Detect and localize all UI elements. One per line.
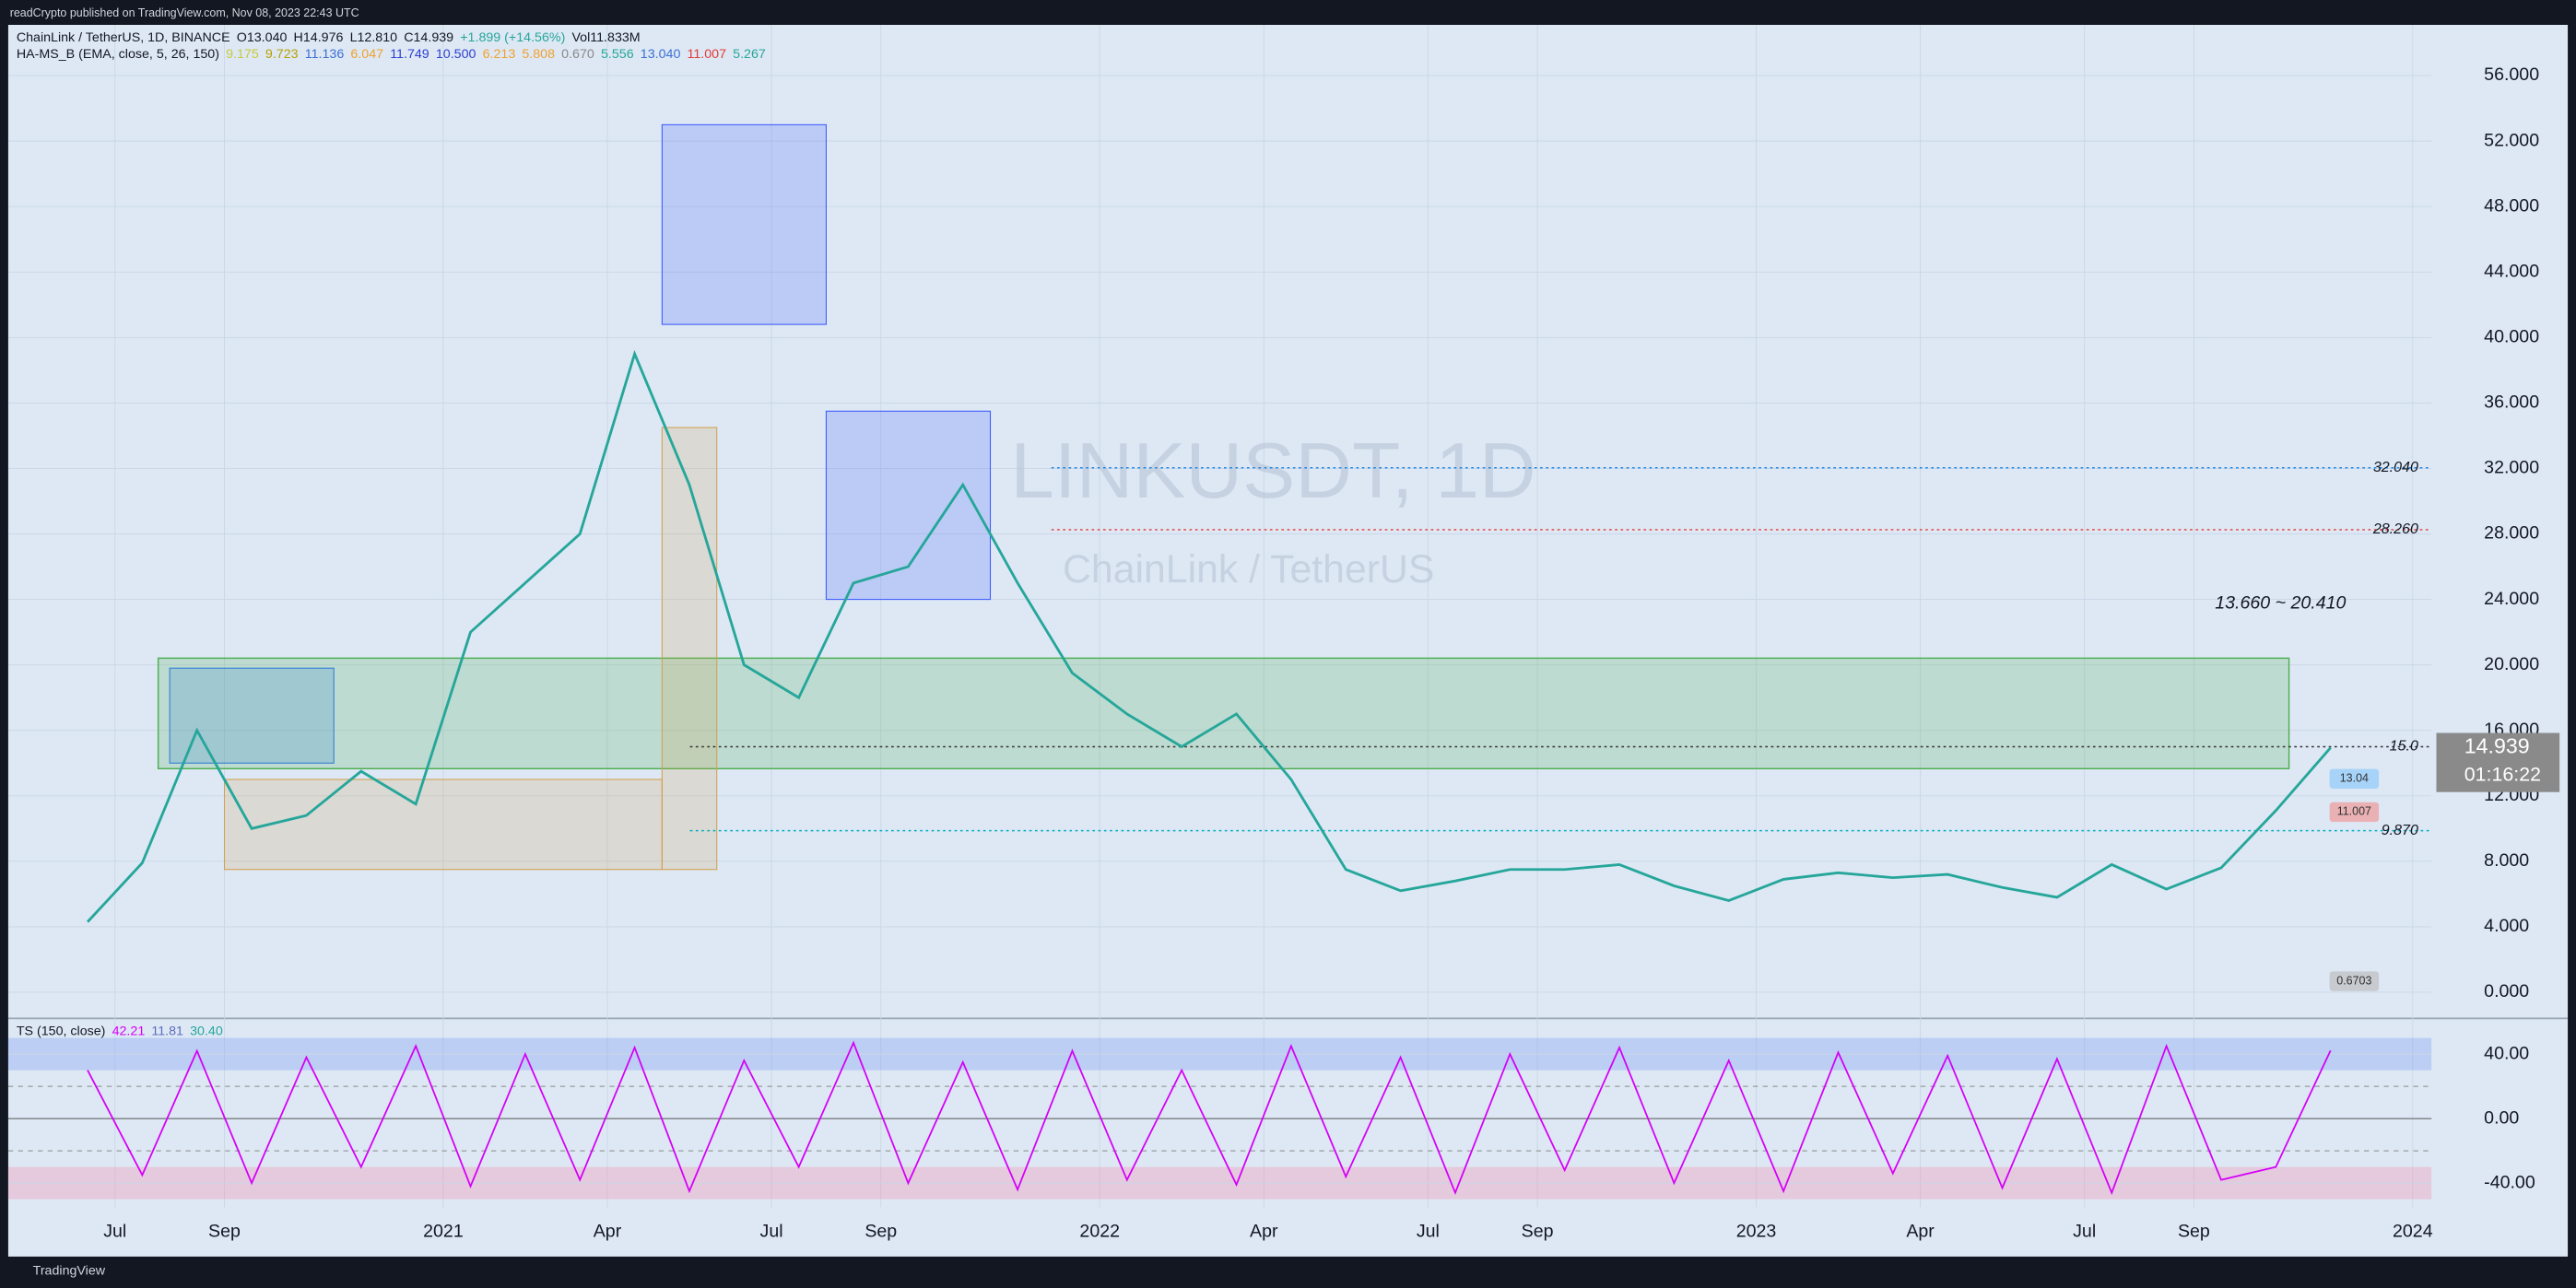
price-tag bbox=[2329, 802, 2380, 823]
price-tag bbox=[2329, 768, 2380, 790]
level-label: 15.0 bbox=[2390, 738, 2418, 755]
series-line bbox=[86, 349, 2332, 923]
y-tick-label: 28.000 bbox=[2484, 523, 2539, 544]
level-label: 9.870 bbox=[2382, 822, 2418, 838]
x-tick-label: 2022 bbox=[1079, 1221, 1120, 1241]
y-tick-label: 24.000 bbox=[2484, 589, 2539, 609]
indicator-value: 11.007 bbox=[688, 47, 727, 62]
y-tick-label: 40.000 bbox=[2484, 327, 2539, 347]
publisher: readCrypto published on TradingView.com,… bbox=[10, 6, 359, 19]
legend-title: ChainLink / TetherUS, 1D, BINANCE bbox=[17, 30, 230, 45]
osc-value: 11.81 bbox=[151, 1024, 183, 1038]
indicator-value: 5.808 bbox=[522, 47, 555, 62]
indicator-value: 0.670 bbox=[561, 47, 594, 62]
indicator-value: 6.047 bbox=[350, 47, 383, 62]
y-tick-label: 32.000 bbox=[2484, 458, 2539, 478]
indicator-value: 11.749 bbox=[390, 47, 429, 62]
x-tick-label: Jul bbox=[103, 1221, 126, 1241]
indicator-value: 10.500 bbox=[436, 47, 476, 62]
y-tick-label: -40.00 bbox=[2484, 1172, 2535, 1192]
y-tick-label: 40.00 bbox=[2484, 1043, 2529, 1063]
x-tick-label: Apr bbox=[1906, 1221, 1935, 1241]
x-tick-label: Sep bbox=[1522, 1221, 1554, 1241]
footer: TradingView bbox=[33, 1264, 106, 1279]
legend-ohlc: H14.976 bbox=[294, 30, 344, 45]
y-tick-label: 8.000 bbox=[2484, 850, 2529, 871]
legend-ohlc: L12.810 bbox=[350, 30, 398, 45]
y-tick-label: 52.000 bbox=[2484, 130, 2539, 150]
y-tick-label: 48.000 bbox=[2484, 195, 2539, 216]
x-tick-label: Jul bbox=[1417, 1221, 1440, 1241]
box bbox=[661, 123, 827, 325]
box bbox=[169, 667, 335, 764]
zone-label: 13.660 ~ 20.410 bbox=[2215, 593, 2346, 614]
box bbox=[825, 410, 992, 601]
indicator-value: 13.040 bbox=[641, 47, 681, 62]
indicator-value: 9.175 bbox=[226, 47, 259, 62]
x-tick-label: 2023 bbox=[1736, 1221, 1777, 1241]
y-tick-label: 56.000 bbox=[2484, 64, 2539, 85]
y-tick-label: 0.00 bbox=[2484, 1107, 2519, 1128]
x-tick-label: Apr bbox=[594, 1221, 622, 1241]
legend-ohlc: Vol11.833M bbox=[571, 30, 640, 45]
last-price-box bbox=[2436, 732, 2560, 792]
level-label: 28.260 bbox=[2372, 521, 2418, 537]
legend-ohlc: C14.939 bbox=[404, 30, 453, 45]
box bbox=[661, 427, 718, 871]
indicator-value: 9.723 bbox=[265, 47, 299, 62]
box bbox=[223, 779, 663, 871]
chart-layer: 0.0004.0008.00012.00016.00020.00024.0002… bbox=[7, 24, 2560, 1241]
level-label: 32.040 bbox=[2373, 459, 2418, 475]
y-tick-label: 44.000 bbox=[2484, 261, 2539, 281]
osc-title: TS (150, close) bbox=[17, 1024, 106, 1038]
legend-ohlc: O13.040 bbox=[237, 30, 288, 45]
watermark-sub: ChainLink / TetherUS bbox=[1063, 547, 1434, 591]
zone bbox=[157, 657, 2290, 770]
legend-ohlc: +1.899 (+14.56%) bbox=[460, 30, 565, 45]
y-tick-label: 4.000 bbox=[2484, 916, 2529, 936]
osc-value: 42.21 bbox=[112, 1024, 146, 1038]
y-tick-label: 36.000 bbox=[2484, 392, 2539, 413]
x-tick-label: Apr bbox=[1250, 1221, 1278, 1241]
indicator-value: 5.556 bbox=[601, 47, 634, 62]
chart-area bbox=[7, 24, 2569, 1257]
indicator-name: HA-MS_B (EMA, close, 5, 26, 150) bbox=[17, 47, 219, 62]
y-tick-label: 20.000 bbox=[2484, 654, 2539, 674]
x-tick-label: Sep bbox=[2178, 1221, 2210, 1241]
series-line bbox=[87, 1040, 2332, 1196]
price-tag-label: 13.04 bbox=[2340, 772, 2369, 785]
x-tick-label: Sep bbox=[865, 1221, 897, 1241]
indicator-value: 6.213 bbox=[483, 47, 516, 62]
price-tag-label: 11.007 bbox=[2337, 805, 2371, 818]
last-price: 14.939 bbox=[2464, 734, 2530, 758]
indicator-value: 5.267 bbox=[733, 47, 766, 62]
watermark: LINKUSDT, 1D bbox=[1010, 427, 1535, 515]
x-tick-label: Sep bbox=[208, 1221, 241, 1241]
x-tick-label: 2021 bbox=[423, 1221, 464, 1241]
y-tick-label: 0.000 bbox=[2484, 981, 2529, 1001]
x-tick-label: Jul bbox=[760, 1221, 783, 1241]
price-tag-label: 0.6703 bbox=[2336, 974, 2371, 987]
x-tick-label: 2024 bbox=[2393, 1221, 2433, 1241]
osc-value: 30.40 bbox=[190, 1024, 223, 1038]
x-tick-label: Jul bbox=[2073, 1221, 2096, 1241]
indicator-value: 11.136 bbox=[305, 47, 345, 62]
countdown: 01:16:22 bbox=[2464, 764, 2541, 786]
price-tag bbox=[2329, 971, 2380, 991]
